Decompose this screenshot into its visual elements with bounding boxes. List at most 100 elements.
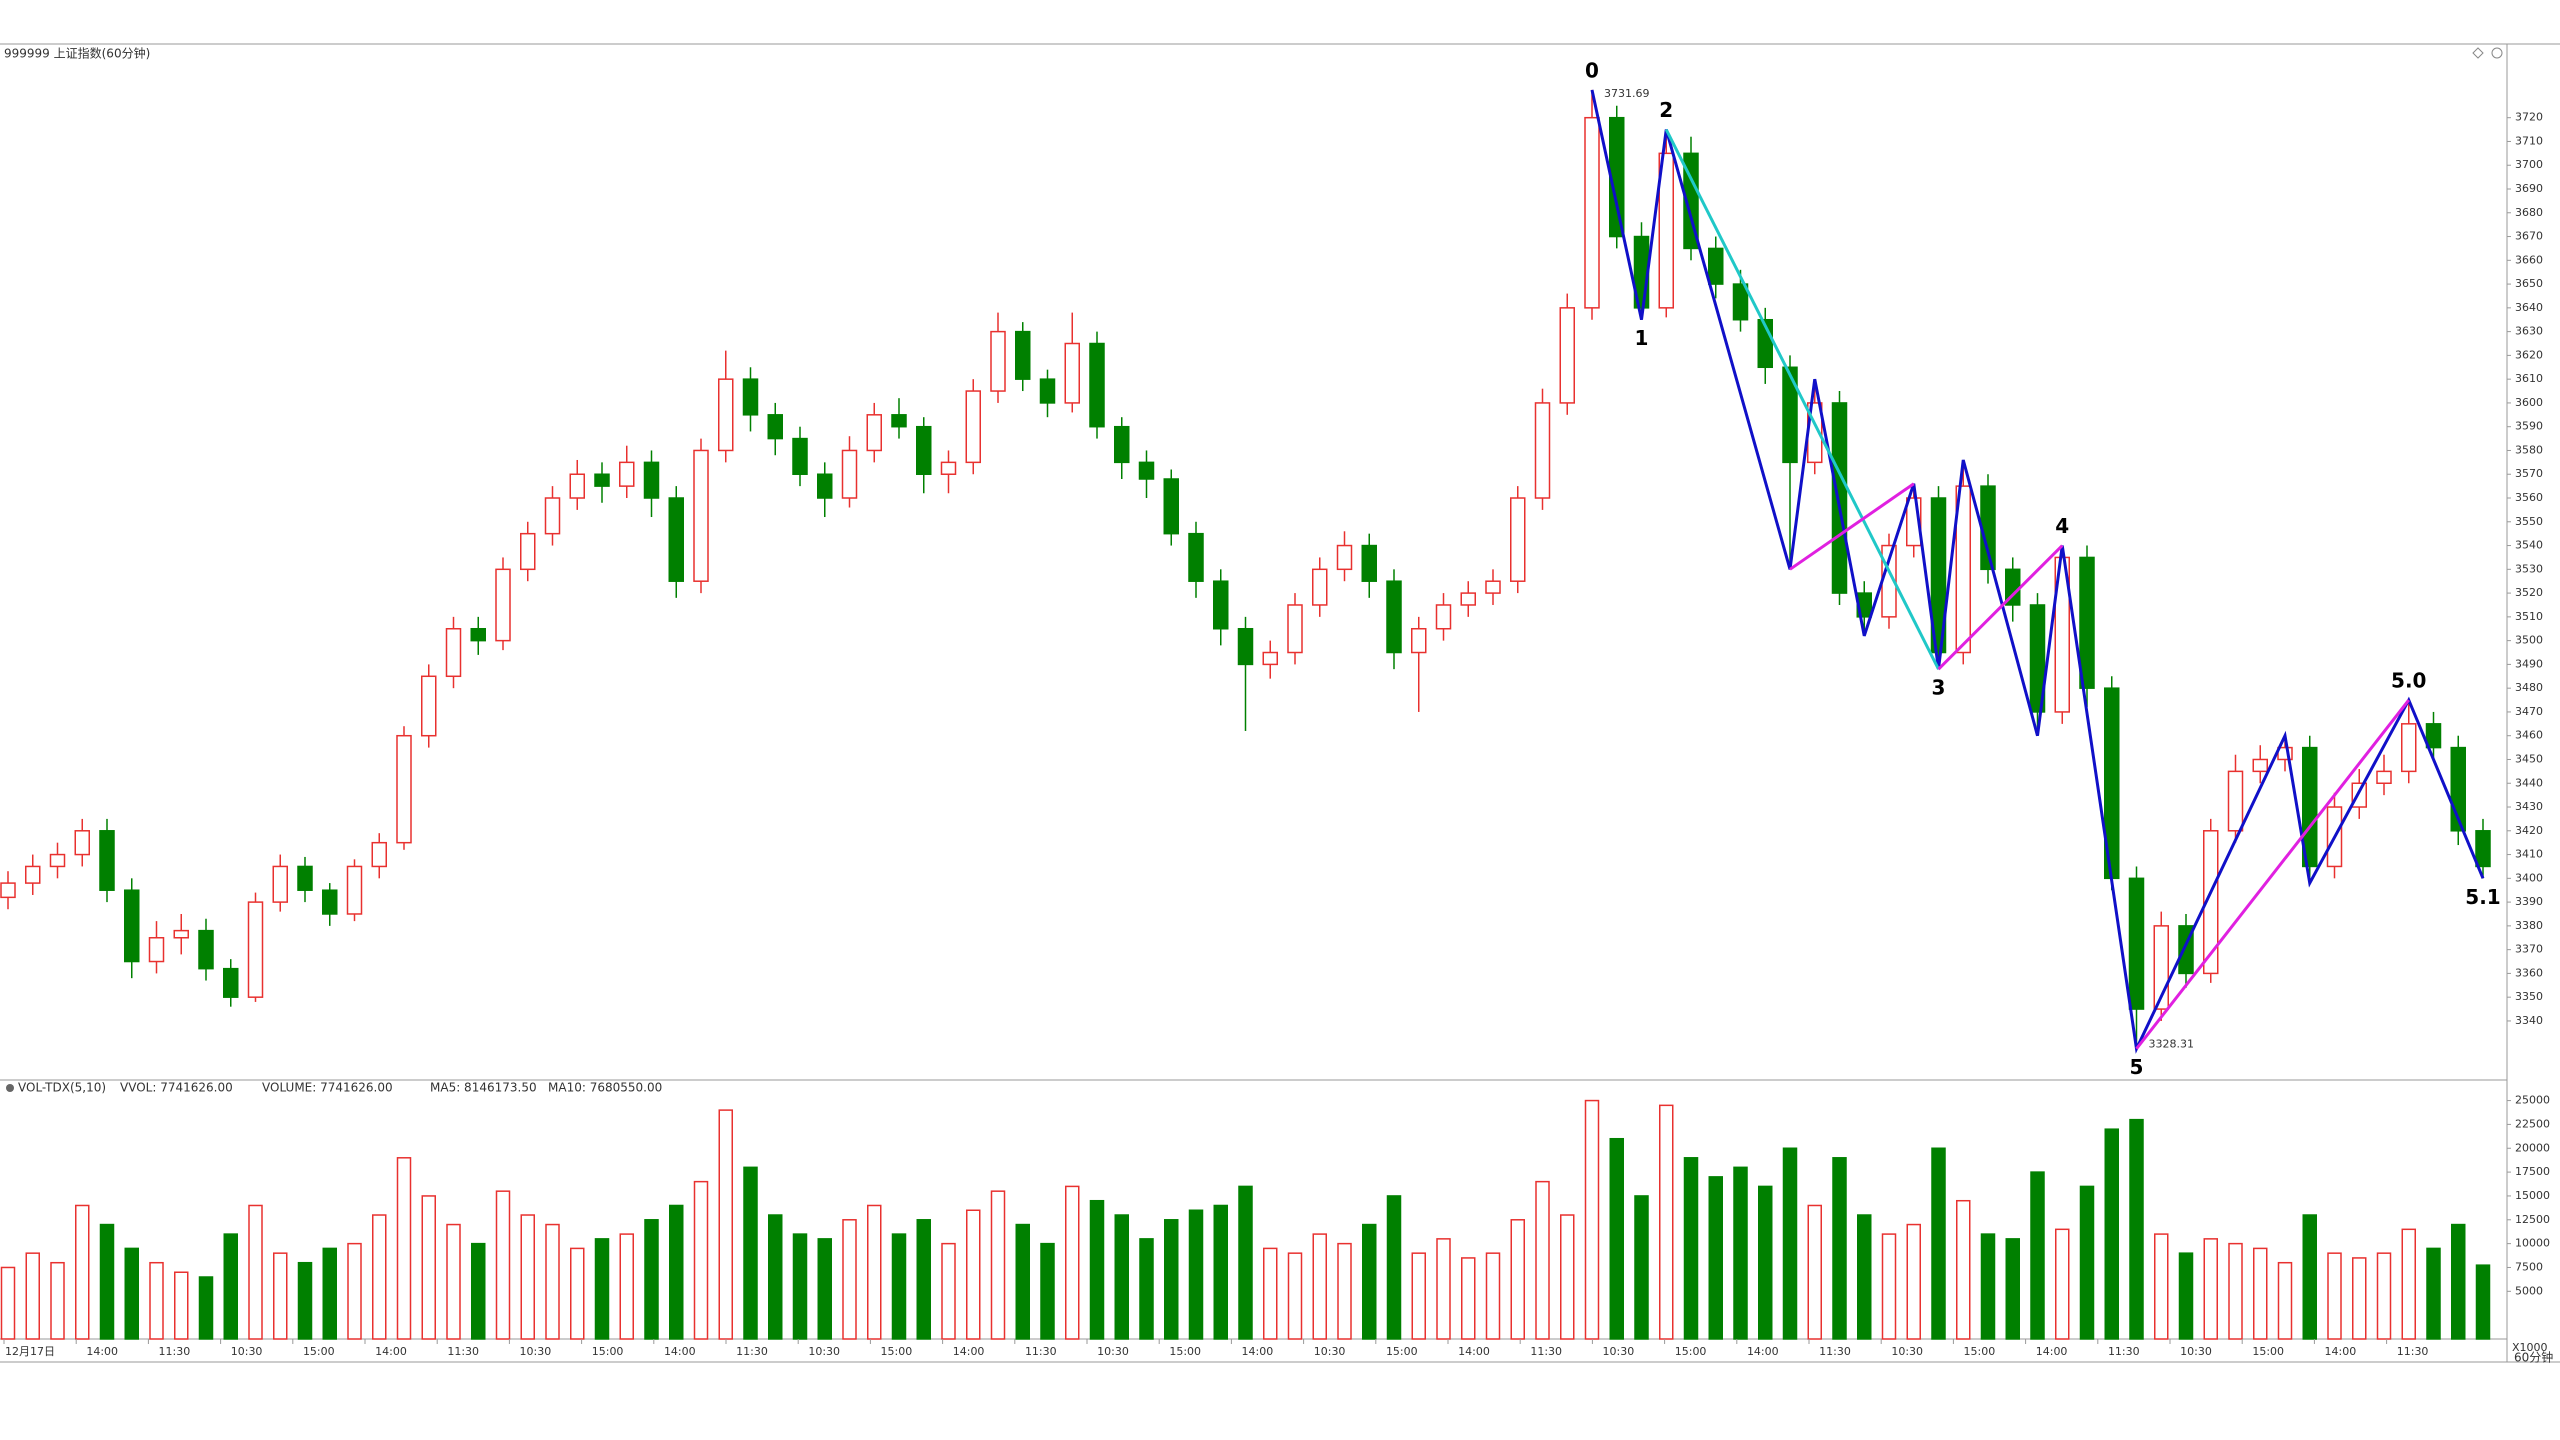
y-tick-label: 3420	[2515, 824, 2543, 837]
candle-body	[817, 473, 833, 499]
candle-body	[965, 390, 981, 464]
volume-bar	[322, 1247, 337, 1340]
volume-bar	[1733, 1166, 1748, 1340]
candle-body	[1584, 116, 1600, 309]
candle-body	[1782, 366, 1798, 464]
volume-bar	[1312, 1233, 1327, 1340]
y-tick-label: 3640	[2515, 301, 2543, 314]
y-tick-label: 3490	[2515, 657, 2543, 670]
icon[interactable]	[6, 1084, 14, 1092]
candle-body	[49, 853, 66, 868]
volume-bar	[570, 1247, 585, 1340]
volume-bar	[1535, 1180, 1550, 1340]
volume-bar	[1980, 1233, 1996, 1340]
wave-line	[1590, 89, 2485, 1054]
volume-bar	[1708, 1176, 1723, 1340]
volume-bar	[1386, 1195, 1402, 1340]
volume-bar	[2104, 1128, 2119, 1340]
candle-body	[247, 901, 264, 998]
candle-body	[2054, 556, 2070, 713]
volume-bar	[792, 1233, 808, 1340]
icon[interactable]	[2491, 47, 2503, 59]
x-tick-label: 14:00	[86, 1345, 118, 1358]
volume-bar	[891, 1233, 907, 1340]
y-tick-label: 3620	[2515, 348, 2543, 361]
x-tick-label: 10:30	[1891, 1345, 1923, 1358]
volume-bar	[149, 1261, 164, 1340]
candle-body	[371, 841, 387, 868]
y-tick-label: 3540	[2515, 539, 2543, 552]
y-tick-label: 3390	[2515, 895, 2543, 908]
x-tick-label: 10:30	[2180, 1345, 2212, 1358]
x-tick-label: 11:30	[447, 1345, 479, 1358]
candle-body	[99, 830, 115, 891]
y-tick-label: 3560	[2515, 491, 2543, 504]
candle-body	[792, 437, 808, 475]
candle-body	[1534, 402, 1551, 499]
volume-bar	[421, 1195, 436, 1340]
volume-bar	[1782, 1147, 1798, 1340]
volume-header: VVOL: 7741626.00	[120, 1081, 233, 1095]
candle-body	[1312, 568, 1328, 606]
candle-body	[2401, 723, 2417, 773]
x-tick-label: 14:00	[375, 1345, 407, 1358]
x-tick-label: 10:30	[808, 1345, 840, 1358]
volume-bar	[297, 1261, 313, 1340]
x-tick-label: 15:00	[1964, 1345, 1996, 1358]
volume-bar	[1238, 1185, 1253, 1340]
x-tick-label: 14:00	[953, 1345, 985, 1358]
high-label: 3731.69	[1604, 87, 1650, 100]
volume-bar	[2451, 1223, 2466, 1340]
volume-bar	[1065, 1185, 1080, 1340]
candle-body	[0, 882, 16, 899]
volume-bar	[495, 1190, 511, 1340]
y-tick-label: 3680	[2515, 206, 2543, 219]
candle-body	[173, 929, 189, 939]
volume-bar	[2178, 1252, 2194, 1340]
y-tick-label: 3630	[2515, 325, 2543, 338]
candle-body	[643, 461, 660, 499]
y-tick-label: 3480	[2515, 681, 2543, 694]
y-tick-label: 22500	[2515, 1117, 2550, 1130]
volume-bar	[2154, 1233, 2169, 1340]
y-tick-label: 3510	[2515, 610, 2543, 623]
candle-body	[1732, 283, 1749, 321]
wave-label: 3	[1932, 676, 1946, 700]
candle-body	[421, 675, 437, 737]
candle-body	[1460, 592, 1476, 606]
y-tick-label: 3700	[2515, 158, 2543, 171]
volume-bar	[1857, 1214, 1872, 1340]
volume-bar	[2475, 1264, 2491, 1340]
candle-body	[124, 889, 140, 963]
volume-bar	[2030, 1171, 2045, 1340]
y-tick-label: 3550	[2515, 515, 2543, 528]
x-tick-label: 14:00	[2325, 1345, 2357, 1358]
volume-bar	[1362, 1223, 1377, 1340]
candle-body	[1287, 604, 1303, 654]
candle-body	[841, 449, 858, 499]
volume-bar	[693, 1180, 709, 1340]
candle-body	[396, 734, 412, 844]
x-tick-label: 14:00	[664, 1345, 696, 1358]
volume-bar	[1807, 1204, 1822, 1340]
volume-bar	[396, 1157, 412, 1340]
volume-bar	[842, 1219, 857, 1340]
y-tick-label: 3720	[2515, 111, 2543, 124]
volume-bar	[1089, 1199, 1105, 1340]
y-tick-label: 3530	[2515, 562, 2543, 575]
candle-body	[891, 414, 907, 428]
candle-body	[470, 627, 486, 642]
y-tick-label: 3590	[2515, 420, 2543, 433]
volume-bar	[867, 1204, 882, 1340]
candle-body	[1658, 152, 1674, 309]
y-tick-label: 3500	[2515, 634, 2543, 647]
wave-label: 5.0	[2391, 669, 2426, 693]
candle-body	[1039, 378, 1056, 404]
candle-body	[2252, 758, 2268, 773]
x-tick-label: 10:30	[1314, 1345, 1346, 1358]
x-tick-label: 10:30	[231, 1345, 263, 1358]
x-tick-label: 15:00	[1386, 1345, 1418, 1358]
candle-body	[594, 473, 610, 487]
candle-body	[544, 497, 561, 535]
icon[interactable]	[2472, 47, 2484, 59]
